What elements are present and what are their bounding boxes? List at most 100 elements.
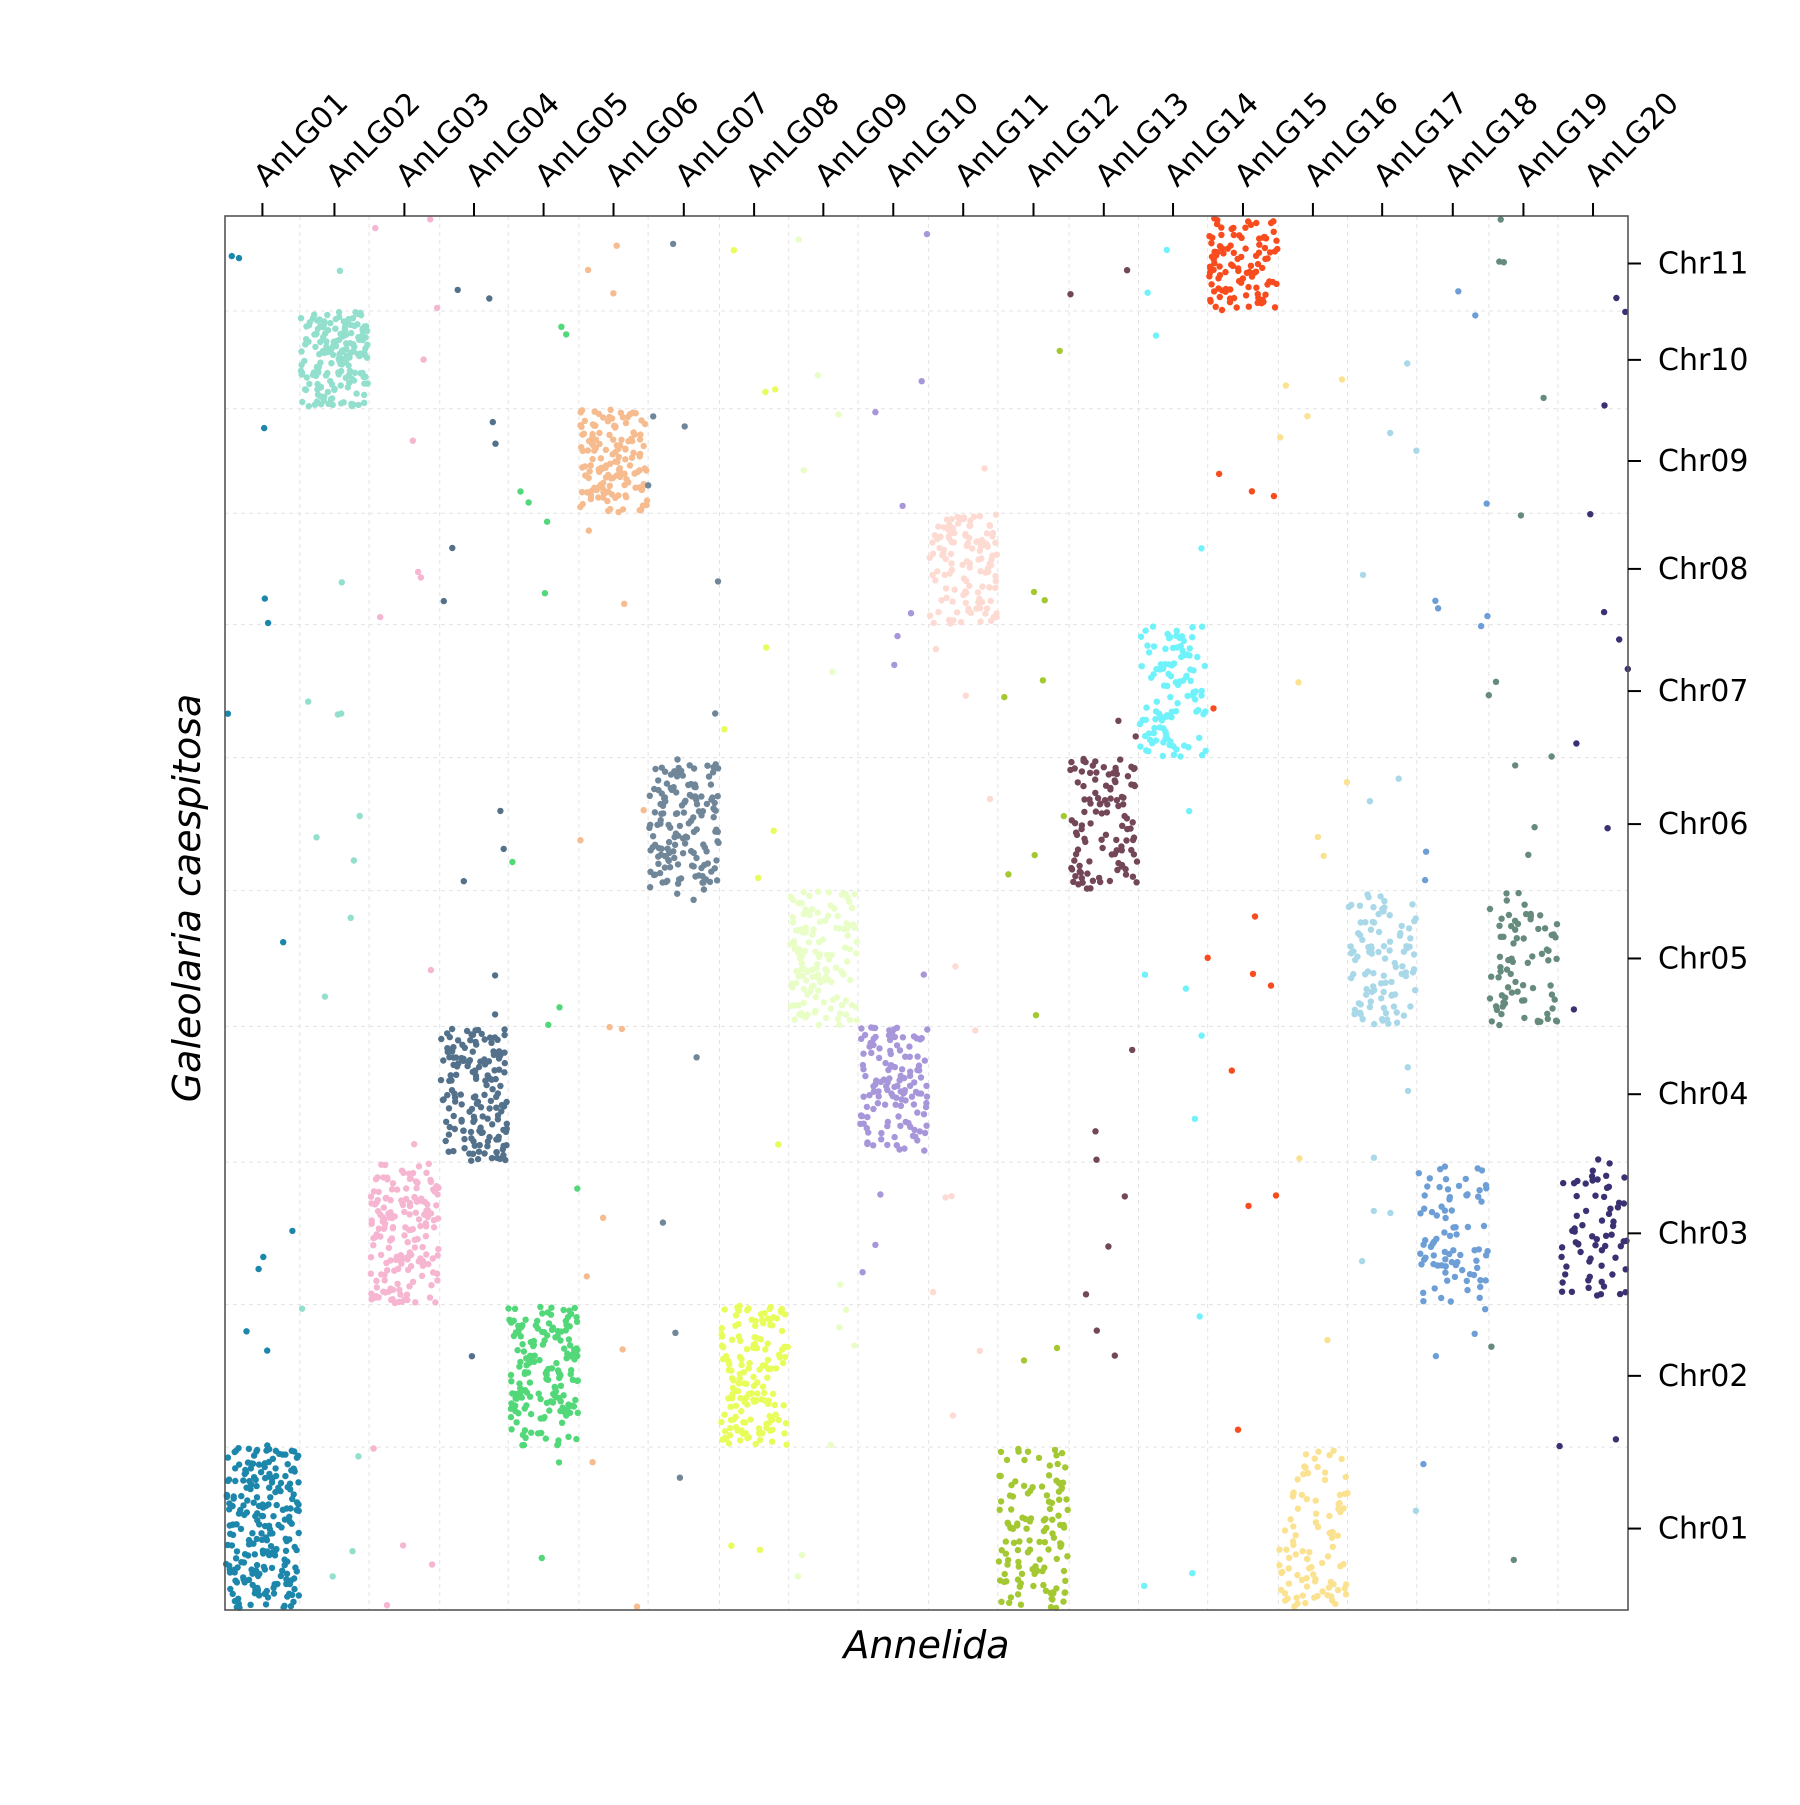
data-point: [725, 1357, 732, 1365]
data-point: [461, 1135, 468, 1143]
data-point: [1420, 1289, 1427, 1297]
data-point: [1544, 1015, 1552, 1023]
data-point: [719, 1436, 726, 1443]
data-point: [1342, 1473, 1350, 1481]
data-point: [667, 784, 674, 792]
data-point: [727, 1424, 734, 1432]
data-point: [489, 418, 496, 426]
data-point: [997, 1448, 1005, 1456]
data-point: [589, 455, 596, 463]
data-point: [754, 874, 762, 882]
data-point: [1422, 1254, 1429, 1261]
data-point: [768, 1438, 776, 1445]
data-point: [337, 330, 344, 338]
data-point: [378, 1161, 385, 1168]
data-point: [1472, 312, 1479, 319]
data-point: [878, 1136, 885, 1143]
data-point: [338, 579, 345, 586]
data-point: [233, 1579, 241, 1586]
data-point: [381, 1215, 388, 1223]
data-point: [583, 1273, 590, 1280]
data-point: [1607, 1205, 1614, 1212]
data-point: [604, 497, 611, 505]
data-point: [370, 1188, 378, 1195]
data-point: [240, 1477, 247, 1484]
data-point: [1600, 1193, 1608, 1201]
data-point: [565, 1336, 573, 1343]
data-point: [288, 1591, 296, 1599]
data-point: [756, 1366, 763, 1373]
data-point: [1092, 808, 1100, 815]
data-point: [591, 408, 599, 415]
data-point: [1592, 1242, 1599, 1249]
data-point: [1412, 987, 1419, 994]
data-point: [484, 1115, 491, 1122]
data-point: [941, 571, 948, 579]
data-point: [1032, 1563, 1039, 1570]
data-point: [503, 1098, 510, 1106]
data-point: [1236, 232, 1243, 239]
data-point: [1243, 269, 1251, 276]
data-point: [433, 1202, 440, 1209]
data-point: [290, 1466, 298, 1473]
data-point: [1152, 716, 1159, 723]
data-point: [1375, 948, 1382, 956]
data-point: [793, 968, 800, 975]
y-tick-label: Chr04: [1658, 1077, 1748, 1112]
data-point: [553, 1359, 560, 1367]
data-point: [1370, 983, 1377, 990]
data-point: [1014, 1576, 1022, 1583]
data-point: [1363, 986, 1370, 993]
data-point: [572, 1396, 579, 1404]
data-point: [1133, 879, 1140, 886]
data-point: [311, 401, 319, 408]
data-point: [469, 1031, 477, 1039]
data-point: [1471, 1330, 1478, 1338]
data-point: [347, 321, 354, 328]
data-point: [1046, 1505, 1054, 1513]
x-axis-title: Annelida: [840, 1623, 1009, 1667]
data-point: [843, 920, 850, 927]
data-point: [1210, 705, 1217, 712]
data-point: [394, 1280, 401, 1288]
data-point: [1586, 1258, 1593, 1265]
data-point: [534, 1317, 541, 1325]
data-point: [757, 1336, 764, 1343]
data-point: [812, 993, 819, 1001]
data-point: [1579, 1222, 1586, 1229]
data-point: [414, 1235, 421, 1243]
data-point: [1113, 797, 1121, 804]
data-point: [346, 367, 354, 375]
data-point: [906, 1043, 913, 1050]
data-point: [435, 1246, 442, 1253]
data-point: [726, 1431, 734, 1439]
data-point: [1332, 1600, 1339, 1608]
data-point: [902, 1053, 909, 1060]
data-point: [458, 1116, 465, 1124]
data-point: [1086, 796, 1093, 803]
data-point: [865, 1129, 872, 1136]
data-point: [1158, 717, 1166, 724]
data-point: [1031, 851, 1038, 859]
data-point: [640, 442, 647, 450]
data-point: [1496, 1021, 1503, 1029]
data-point: [666, 864, 674, 871]
data-point: [748, 1316, 755, 1323]
data-point: [737, 1437, 744, 1444]
data-point: [1367, 998, 1375, 1005]
data-point: [992, 578, 999, 585]
data-point: [1050, 1534, 1058, 1541]
data-point: [650, 413, 657, 420]
data-point: [728, 1542, 735, 1549]
data-point: [794, 1573, 802, 1580]
data-point: [412, 1178, 420, 1185]
data-point: [664, 845, 671, 852]
data-point: [618, 436, 625, 443]
data-point: [712, 828, 719, 835]
data-point: [254, 1584, 261, 1592]
data-point: [1042, 1587, 1050, 1595]
data-point: [1245, 303, 1253, 310]
data-point: [1273, 237, 1280, 244]
data-point: [225, 1476, 233, 1483]
data-point: [393, 1186, 401, 1193]
